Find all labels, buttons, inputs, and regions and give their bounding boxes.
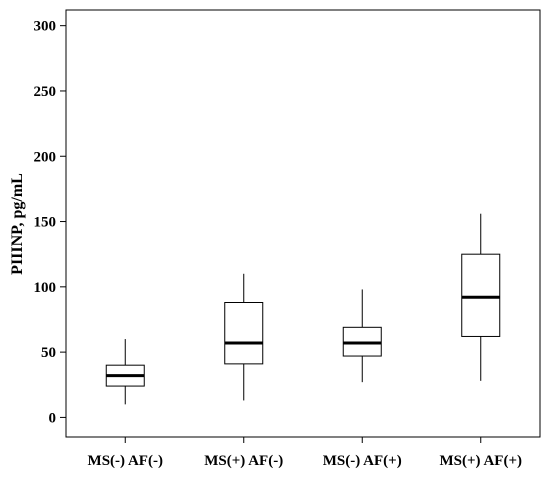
y-axis-label: PIIINP, pg/mL [9, 173, 26, 275]
box-group [461, 213, 501, 381]
box-series [105, 213, 501, 405]
y-tick-label: 250 [34, 84, 57, 100]
y-tick-label: 300 [34, 19, 57, 35]
y-axis: 0 50 100 150 200 250 300 [34, 19, 66, 426]
y-tick-label: 200 [34, 149, 57, 165]
box-group [224, 273, 264, 401]
x-tick-label: MS(-) AF(-) [88, 453, 163, 469]
plot-frame [65, 9, 541, 438]
x-tick-label: MS(-) AF(+) [323, 453, 402, 469]
iqr-box [461, 253, 501, 337]
y-tick-label: 0 [49, 410, 57, 426]
box-group [105, 339, 145, 405]
y-tick-label: 150 [34, 215, 57, 231]
x-tick-label: MS(+) AF(-) [204, 453, 283, 469]
x-axis: MS(-) AF(-) MS(+) AF(-) MS(-) AF(+) MS(+) A… [88, 437, 522, 469]
y-tick-label: 100 [34, 280, 57, 296]
x-tick-label: MS(+) AF(+) [440, 453, 523, 469]
iqr-box [224, 302, 264, 365]
y-tick-label: 50 [41, 345, 56, 361]
box-group [342, 289, 382, 383]
